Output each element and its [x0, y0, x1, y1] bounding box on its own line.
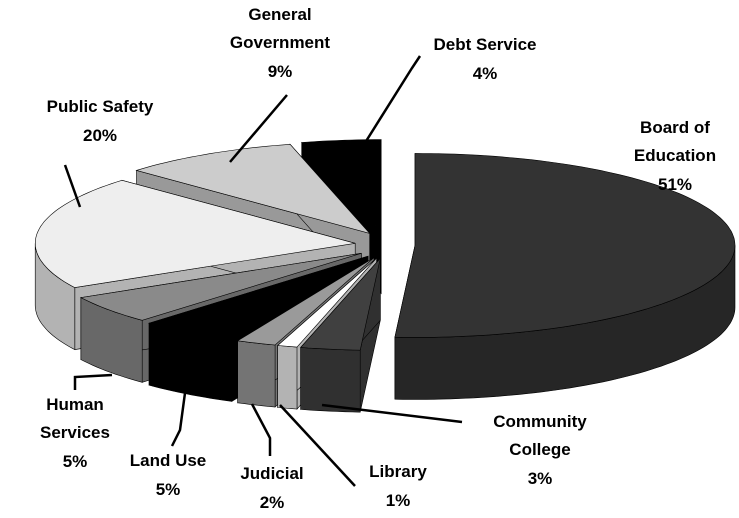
leader-line	[321, 403, 463, 424]
leader-line	[73, 373, 113, 390]
slice-label: Board of Education	[634, 118, 716, 165]
slice	[300, 257, 381, 413]
slice-top	[35, 179, 356, 288]
slice-label: Judicial	[240, 464, 303, 483]
slice-label: General Government	[230, 5, 330, 52]
percent-label: 51%	[658, 175, 692, 194]
leader-line	[229, 94, 288, 163]
slice-label: Human Services	[40, 395, 110, 442]
slice-top	[276, 257, 377, 348]
slice-label: Community College	[493, 412, 587, 459]
slice	[394, 153, 736, 400]
percent-label: 5%	[156, 480, 181, 499]
percent-label: 2%	[260, 493, 285, 512]
slice-top	[148, 255, 369, 340]
slice-side	[277, 345, 298, 410]
slice-label: Debt Service	[434, 35, 537, 54]
slice-side	[300, 347, 361, 413]
percent-label: 5%	[63, 452, 88, 471]
slice-top	[79, 253, 362, 321]
leader-line	[63, 164, 82, 208]
slice-top	[236, 257, 375, 346]
slice-top	[135, 143, 371, 234]
slice-label: Land Use	[130, 451, 207, 470]
slice-top	[300, 257, 381, 351]
percent-label: 3%	[528, 469, 553, 488]
percent-label: 4%	[473, 64, 498, 83]
leader-line	[250, 403, 272, 456]
slice-top	[301, 139, 382, 233]
leader-line	[356, 55, 422, 155]
slice-side	[237, 340, 276, 408]
slice-label: Library	[369, 462, 427, 481]
slice-top	[394, 153, 736, 338]
percent-label: 9%	[268, 62, 293, 81]
leader-line	[170, 392, 187, 447]
percent-label: 1%	[386, 491, 411, 510]
percent-label: 20%	[83, 126, 117, 145]
leader-line	[279, 404, 356, 487]
slice-label: Public Safety	[47, 97, 154, 116]
